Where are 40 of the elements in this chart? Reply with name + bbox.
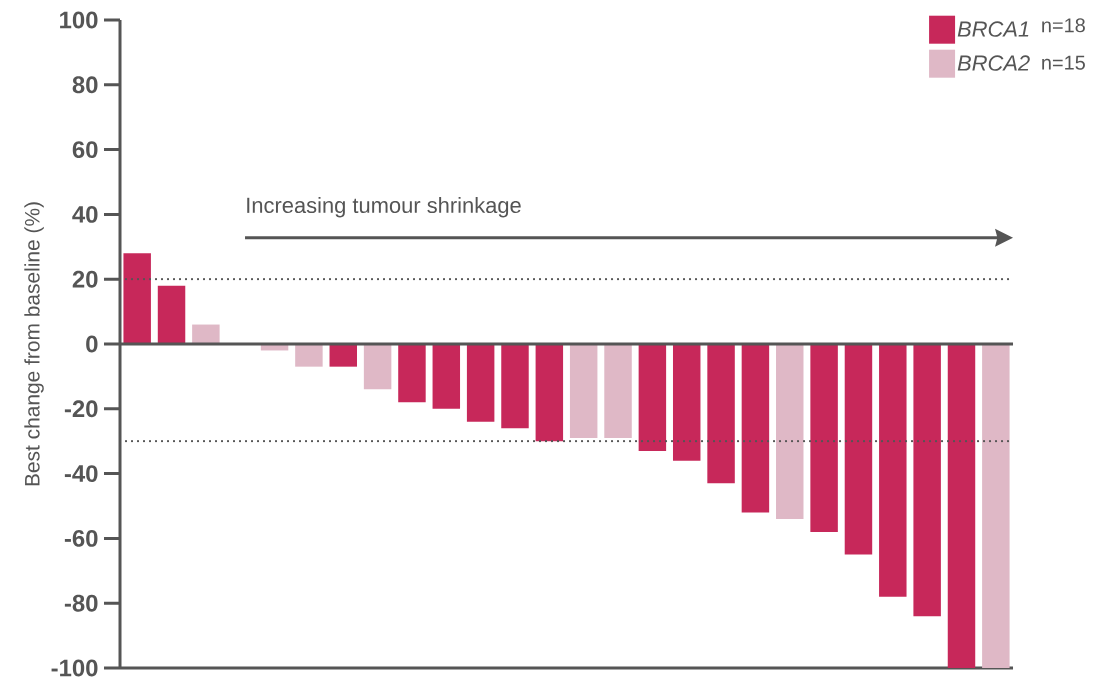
y-tick-label: 40 bbox=[72, 205, 98, 223]
bar bbox=[604, 343, 632, 438]
y-axis-title: Best change from baseline (%) bbox=[24, 202, 44, 486]
y-tick-label: 0 bbox=[86, 335, 98, 353]
bar bbox=[638, 343, 667, 451]
bar bbox=[947, 343, 976, 668]
y-tick-label: -40 bbox=[64, 465, 98, 483]
bar bbox=[501, 343, 529, 429]
bar bbox=[398, 343, 426, 403]
annotation: Increasing tumour shrinkage bbox=[247, 196, 521, 218]
y-tick-label: -60 bbox=[64, 529, 98, 547]
bar bbox=[157, 285, 186, 344]
bar bbox=[466, 343, 495, 422]
bar bbox=[810, 343, 838, 532]
y-tick-label: 80 bbox=[72, 76, 98, 94]
bar bbox=[879, 343, 907, 597]
bar bbox=[982, 343, 1010, 668]
bar bbox=[363, 343, 392, 390]
y-tick-label: -80 bbox=[64, 594, 98, 612]
bar bbox=[707, 343, 735, 484]
bar bbox=[432, 343, 461, 409]
bar bbox=[741, 343, 770, 513]
bar bbox=[672, 343, 701, 461]
bar bbox=[569, 343, 598, 438]
legend-label: BRCA2 bbox=[957, 55, 1030, 71]
y-tick-label: 20 bbox=[72, 270, 98, 288]
y-tick-label: 60 bbox=[72, 141, 98, 159]
text: n=15 bbox=[1042, 55, 1085, 70]
legend-label: BRCA1 bbox=[957, 21, 1029, 37]
bar bbox=[535, 343, 564, 442]
bar bbox=[913, 343, 941, 617]
bar bbox=[295, 343, 323, 367]
bar bbox=[329, 343, 357, 367]
bar bbox=[776, 343, 804, 519]
bar bbox=[123, 253, 151, 344]
y-tick-label: -20 bbox=[64, 400, 98, 418]
y-tick-label: -100 bbox=[51, 659, 98, 677]
y-tick-label: 100 bbox=[60, 11, 98, 29]
text: n=18 bbox=[1042, 18, 1085, 33]
bar bbox=[844, 343, 873, 555]
